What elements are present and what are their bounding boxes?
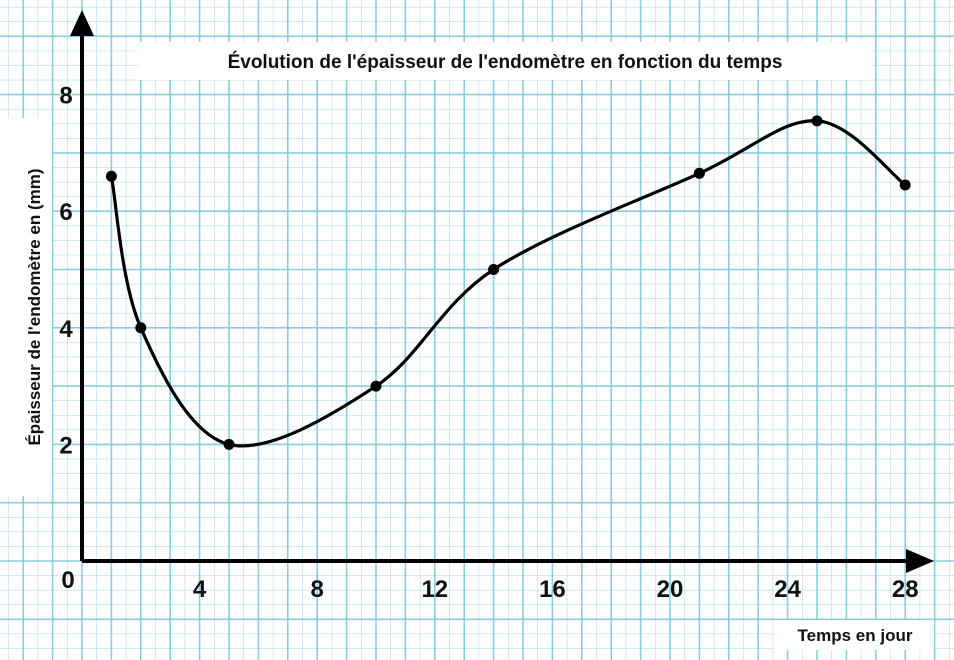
data-point: [899, 179, 911, 191]
data-point: [135, 322, 147, 334]
y-tick-label: 6: [59, 199, 72, 226]
x-tick-label: 16: [539, 576, 566, 603]
series-line: [109, 119, 907, 448]
axes: [70, 10, 934, 573]
data-point: [105, 170, 117, 182]
x-tick-label: 4: [193, 576, 207, 603]
data-point: [223, 438, 235, 450]
y-axis-label: Épaisseur de l'endomètre en (mm): [25, 168, 44, 445]
x-tick-label: 8: [311, 576, 324, 603]
ylabel-background: [0, 118, 52, 496]
data-point: [811, 115, 823, 127]
x-tick-label: 12: [421, 576, 448, 603]
data-point: [693, 167, 705, 179]
x-tick-label: 28: [892, 576, 919, 603]
title-background: [138, 42, 872, 80]
chart-title: Évolution de l'épaisseur de l'endomètre …: [228, 51, 783, 73]
x-axis-label: Temps en jour: [798, 626, 913, 645]
y-tick-label: 2: [59, 432, 72, 459]
x-axis-arrow: [906, 549, 934, 573]
xlabel-background: [774, 620, 934, 650]
data-series: [105, 115, 911, 450]
y-axis-arrow: [70, 10, 94, 36]
x-tick-label: 20: [657, 576, 684, 603]
y-tick-label: 8: [59, 83, 72, 110]
origin-label: 0: [61, 567, 74, 594]
x-tick-label: 24: [774, 576, 801, 603]
data-point: [488, 264, 500, 275]
data-point: [370, 380, 382, 392]
y-tick-label: 4: [59, 316, 73, 343]
